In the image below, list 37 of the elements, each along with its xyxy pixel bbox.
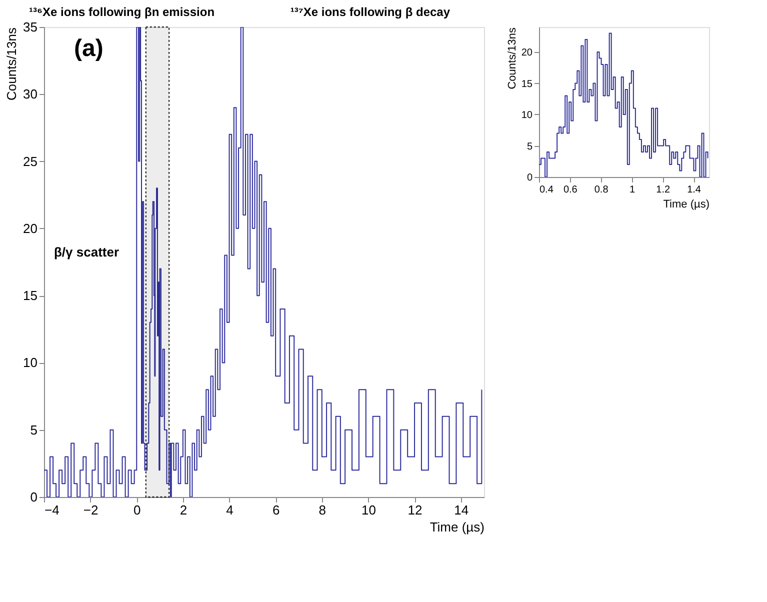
- x-tick-label: 0.4: [540, 184, 554, 196]
- x-tick-label: −2: [83, 502, 98, 518]
- x-tick-label: 0.6: [563, 184, 578, 196]
- y-tick-label: 10: [521, 110, 533, 121]
- y-tick-label: 30: [23, 86, 38, 102]
- x-tick-label: 0: [134, 502, 141, 518]
- x-tick-label: 12: [408, 502, 422, 518]
- x-tick-label: 14: [454, 502, 469, 518]
- x-tick-label: 4: [226, 502, 234, 518]
- x-tick-label: 1.2: [656, 184, 671, 196]
- annotation: β/γ scatter: [54, 244, 120, 260]
- y-tick-label: 5: [30, 422, 38, 438]
- y-axis-title: Counts/13ns: [506, 27, 518, 90]
- y-tick-label: 0: [30, 490, 38, 504]
- y-tick-label: 10: [23, 355, 38, 370]
- x-tick-label: 8: [318, 502, 326, 518]
- text: ¹³⁶Xe ions following βn emission: [29, 5, 215, 19]
- x-tick-label: 6: [272, 502, 280, 518]
- y-axis-title: Counts/13ns: [4, 27, 20, 100]
- y-tick-label: 35: [23, 20, 38, 34]
- text: ¹³⁷Xe ions following β decay: [290, 5, 450, 19]
- y-tick-label: 25: [23, 154, 38, 169]
- y-tick-label: 0: [526, 172, 533, 184]
- x-tick-label: 1: [629, 184, 636, 196]
- x-tick-label: 2: [180, 502, 188, 518]
- y-tick-label: 20: [521, 48, 533, 58]
- x-tick-label: 10: [361, 502, 376, 518]
- x-tick-label: 1.4: [687, 184, 702, 196]
- y-tick-label: 5: [526, 141, 533, 152]
- x-axis-title: Time (µs): [663, 198, 710, 210]
- annotation: (a): [74, 35, 104, 62]
- y-tick-label: 15: [521, 78, 533, 90]
- y-tick-label: 20: [23, 220, 38, 236]
- x-tick-label: 0.8: [594, 184, 609, 196]
- x-tick-label: −4: [44, 502, 60, 518]
- y-tick-label: 15: [23, 288, 38, 304]
- x-axis-title: Time (µs): [430, 520, 484, 534]
